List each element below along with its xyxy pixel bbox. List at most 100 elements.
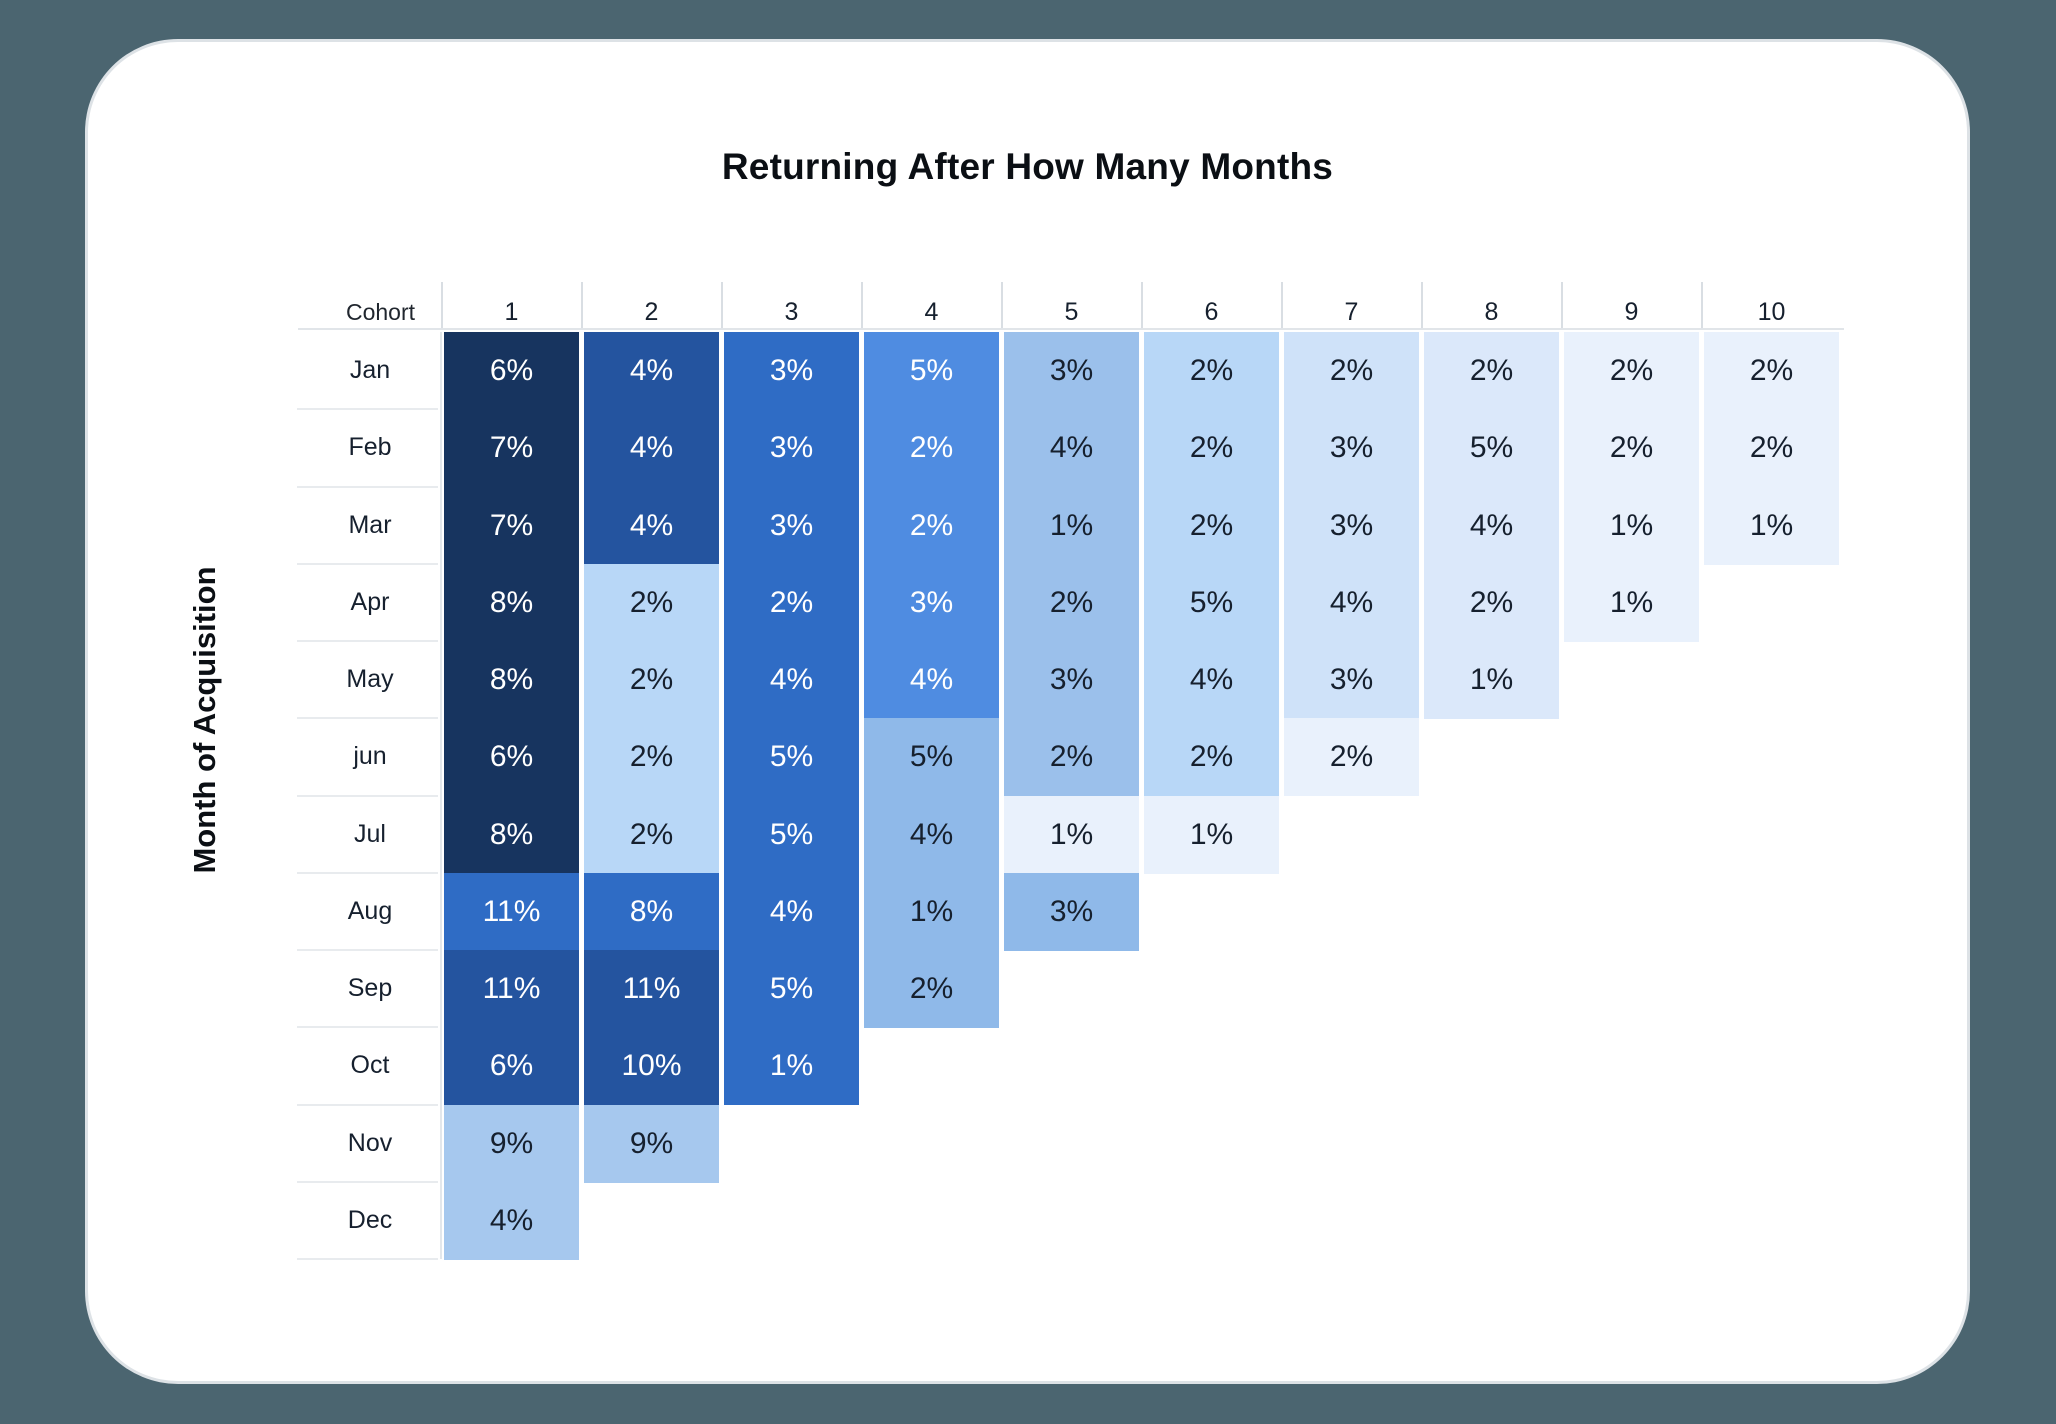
column-header: 7 (1344, 297, 1359, 326)
heatmap-cell: 8% (584, 872, 719, 951)
heatmap-cell: 4% (584, 332, 719, 411)
row-separator (297, 717, 438, 720)
row-separator (297, 640, 438, 642)
heatmap-cell: 9% (584, 1104, 719, 1183)
row-label: Dec (347, 1205, 393, 1234)
row-label: Jan (349, 356, 391, 385)
row-separator (297, 485, 438, 488)
heatmap-cell: 2% (1284, 332, 1419, 411)
heatmap-cell: 7% (444, 486, 579, 565)
column-header: 3 (784, 297, 799, 326)
heatmap-cell: 5% (724, 718, 859, 797)
heatmap-cell: 1% (1424, 641, 1559, 720)
row-label: Mar (348, 510, 392, 539)
column-header: 4 (924, 297, 939, 326)
heatmap-cell: 3% (1284, 641, 1419, 720)
heatmap-cell: 2% (584, 795, 719, 874)
row-label: May (346, 665, 394, 694)
heatmap-cell: 4% (724, 872, 859, 951)
heatmap-cell: 1% (1004, 795, 1139, 874)
heatmap-cell: 3% (1284, 409, 1419, 488)
heatmap-cell: 2% (1424, 563, 1559, 642)
row-separator (297, 1026, 438, 1029)
heatmap-cell: 8% (444, 563, 579, 642)
column-header: 9 (1624, 297, 1639, 326)
row-separator (297, 949, 438, 951)
header-tick (1141, 282, 1143, 328)
heatmap-cell: 2% (584, 563, 719, 642)
header-tick (1001, 282, 1003, 328)
column-header: 5 (1064, 297, 1079, 326)
heatmap-cell: 3% (724, 332, 859, 411)
row-separator (297, 408, 438, 411)
heatmap-cell: 4% (584, 409, 719, 488)
header-tick (1561, 282, 1563, 328)
heatmap-cell: 8% (444, 795, 579, 874)
heatmap-cell: 2% (864, 486, 999, 565)
heatmap-cell: 3% (724, 486, 859, 565)
heatmap-cell: 3% (1004, 641, 1139, 720)
row-separator (297, 871, 438, 874)
heatmap-cell: 2% (1144, 718, 1279, 797)
header-tick (1281, 282, 1283, 328)
heatmap-cell: 3% (1004, 332, 1139, 411)
column-header: 2 (644, 297, 659, 326)
heatmap-cell: 1% (864, 872, 999, 951)
heatmap-cell: 2% (864, 409, 999, 488)
header-tick (861, 282, 863, 328)
heatmap-cell: 11% (444, 950, 579, 1029)
header-underline (298, 328, 1844, 330)
heatmap-cell: 11% (584, 950, 719, 1029)
chart-card: Returning After How Many Months Month of… (88, 42, 1967, 1381)
heatmap-cell: 6% (444, 1027, 579, 1106)
heatmap-cell: 5% (1424, 409, 1559, 488)
chart-title: Returning After How Many Months (721, 146, 1334, 187)
heatmap-cell: 4% (1144, 641, 1279, 720)
heatmap-cell: 2% (1424, 332, 1559, 411)
heatmap-cell: 2% (1144, 409, 1279, 488)
row-separator (297, 1258, 438, 1260)
heatmap-cell: 4% (724, 641, 859, 720)
heatmap-cell: 1% (724, 1027, 859, 1106)
heatmap-cell: 5% (864, 332, 999, 411)
heatmap-cell: 4% (864, 795, 999, 874)
row-label: Oct (350, 1051, 390, 1080)
row-separator (297, 794, 438, 797)
heatmap-cell: 8% (444, 641, 579, 720)
row-label: Aug (347, 896, 393, 925)
heatmap-cell: 7% (444, 409, 579, 488)
heatmap-cell: 4% (584, 486, 719, 565)
heatmap-cell: 2% (1704, 332, 1839, 411)
heatmap-cell: 2% (1564, 332, 1699, 411)
heatmap-cell: 1% (1704, 486, 1839, 565)
column-header: 10 (1757, 297, 1786, 326)
heatmap-cell: 5% (1144, 563, 1279, 642)
heatmap-cell: 2% (1144, 332, 1279, 411)
row-label: Nov (347, 1128, 393, 1157)
header-tick (1701, 282, 1703, 328)
heatmap-cell: 4% (1424, 486, 1559, 565)
heatmap-cell: 4% (444, 1181, 579, 1260)
heatmap-cell: 2% (1564, 409, 1699, 488)
heatmap-cell: 5% (724, 950, 859, 1029)
heatmap-cell: 2% (1004, 718, 1139, 797)
heatmap-cell: 6% (444, 718, 579, 797)
row-label: Sep (347, 974, 393, 1003)
row-separator (297, 1103, 438, 1106)
row-label: Apr (350, 587, 390, 616)
heatmap-cell: 2% (1704, 409, 1839, 488)
axis-line (440, 332, 442, 1259)
column-header: 8 (1484, 297, 1499, 326)
cohort-corner-label: Cohort (345, 298, 416, 325)
heatmap-cell: 2% (584, 641, 719, 720)
heatmap-cell: 4% (864, 641, 999, 720)
row-label: jun (353, 742, 387, 771)
row-separator (297, 562, 438, 565)
heatmap-cell: 1% (1144, 795, 1279, 874)
heatmap-cell: 11% (444, 872, 579, 951)
heatmap-cell: 9% (444, 1104, 579, 1183)
header-tick (581, 282, 583, 328)
column-header: 1 (504, 297, 519, 326)
y-axis-label: Month of Acquisition (187, 566, 222, 874)
heatmap-cell: 1% (1564, 486, 1699, 565)
